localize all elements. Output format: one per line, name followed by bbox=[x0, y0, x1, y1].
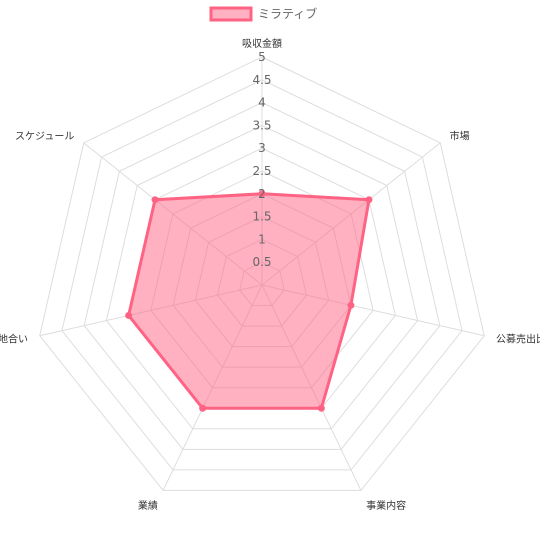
data-point-0[interactable] bbox=[258, 190, 266, 198]
data-point-5[interactable] bbox=[125, 311, 133, 319]
axis-label-5: 地合い bbox=[0, 332, 28, 345]
tick-label: 4.5 bbox=[252, 73, 271, 87]
legend-label-mirrativ[interactable]: ミラティブ bbox=[258, 6, 317, 21]
data-point-1[interactable] bbox=[365, 196, 373, 204]
tick-label: 3 bbox=[258, 141, 266, 155]
data-point-6[interactable] bbox=[151, 196, 159, 204]
series-area-0 bbox=[127, 192, 371, 410]
tick-label: 1.5 bbox=[252, 210, 271, 224]
axis-label-2: 公募売出比 bbox=[496, 332, 540, 345]
axis-label-6: スケジュール bbox=[15, 130, 74, 142]
tick-label: 0.5 bbox=[252, 255, 271, 269]
radar-series bbox=[125, 190, 373, 412]
tick-label: 3.5 bbox=[252, 118, 271, 132]
tick-label: 2.5 bbox=[252, 164, 271, 178]
tick-label: 5 bbox=[258, 50, 266, 64]
tick-label: 2 bbox=[258, 187, 266, 201]
grid-ring-3-5 bbox=[105, 124, 419, 430]
data-point-4[interactable] bbox=[199, 404, 207, 412]
radial-tick-labels: 0.5 1 1.5 2 2.5 3 3.5 4 4.5 5 bbox=[252, 50, 271, 269]
grid-ring-5 bbox=[39, 56, 485, 491]
grid-ring-4-5 bbox=[61, 79, 463, 471]
axis-label-4: 業績 bbox=[138, 499, 158, 512]
data-point-2[interactable] bbox=[347, 301, 355, 309]
tick-label: 1 bbox=[258, 232, 266, 246]
legend[interactable]: ミラティブ bbox=[209, 6, 317, 22]
axis-label-0: 吸収金額 bbox=[242, 37, 282, 50]
tick-label: 4 bbox=[258, 96, 266, 110]
legend-swatch-mirrativ[interactable] bbox=[209, 6, 253, 22]
data-point-3[interactable] bbox=[317, 404, 325, 412]
grid-ring-4 bbox=[83, 102, 441, 450]
axis-labels: 吸収金額市場公募売出比事業内容 業績 地合い スケジュール bbox=[0, 37, 540, 512]
axis-label-3: 事業内容 bbox=[366, 499, 406, 512]
axis-label-1: 市場 bbox=[450, 129, 470, 142]
